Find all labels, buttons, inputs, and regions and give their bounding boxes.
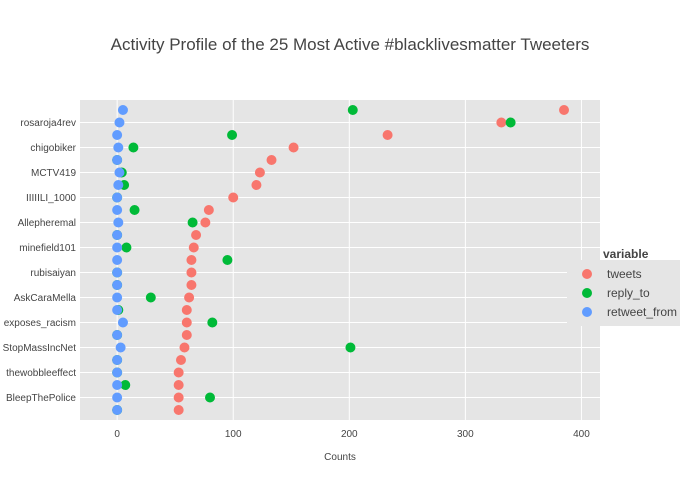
- data-point: [112, 155, 123, 165]
- data-point: [191, 230, 202, 240]
- x-tick-label: 400: [573, 429, 590, 440]
- chart-title: Activity Profile of the 25 Most Active #…: [111, 35, 590, 54]
- data-point: [117, 105, 128, 115]
- data-point: [114, 167, 125, 178]
- y-tick-label: StopMassIncNet: [3, 343, 77, 354]
- data-point: [186, 267, 197, 278]
- legend-label: retweet_from: [607, 305, 677, 319]
- data-point: [173, 405, 184, 415]
- data-point: [179, 342, 190, 353]
- x-axis-title: Counts: [324, 452, 356, 463]
- data-point: [115, 342, 126, 353]
- y-tick-label: minefield101: [19, 243, 76, 254]
- data-point: [181, 305, 192, 315]
- data-point: [288, 142, 299, 153]
- data-point: [112, 230, 123, 240]
- data-point: [173, 392, 184, 403]
- data-point: [188, 242, 199, 253]
- y-tick-label: BleepThePolice: [6, 393, 76, 404]
- gridlines: [80, 100, 600, 420]
- legend-title: variable: [603, 247, 649, 261]
- data-point: [112, 292, 123, 303]
- data-point: [505, 117, 516, 128]
- data-point: [251, 180, 262, 190]
- data-point: [112, 330, 123, 340]
- y-tick-label: Allepheremal: [18, 218, 76, 229]
- data-point: [112, 192, 123, 203]
- data-point: [254, 167, 265, 178]
- data-point: [347, 105, 358, 115]
- data-point: [186, 280, 197, 290]
- data-point: [145, 292, 156, 303]
- y-tick-label: rubisaiyan: [30, 268, 76, 279]
- data-point: [112, 392, 123, 403]
- y-tick-label: AskCaraMella: [14, 293, 77, 304]
- data-point: [114, 117, 125, 128]
- data-point: [112, 367, 123, 378]
- data-point: [205, 392, 215, 403]
- series-retweet-from: [112, 105, 128, 415]
- data-point: [112, 355, 123, 365]
- series-tweets: [173, 105, 570, 415]
- y-tick-label: exposes_racism: [4, 318, 76, 329]
- data-points: [112, 105, 570, 415]
- data-point: [112, 280, 123, 290]
- data-point: [112, 405, 123, 415]
- data-point: [112, 255, 123, 265]
- legend-marker: [582, 269, 592, 279]
- plot-background: [80, 100, 600, 420]
- data-point: [121, 242, 132, 253]
- data-point: [113, 142, 124, 153]
- y-tick-label: IIIIILI_1000: [26, 193, 76, 204]
- legend-marker: [582, 288, 592, 298]
- x-tick-label: 300: [457, 429, 474, 440]
- data-point: [203, 205, 214, 215]
- x-tick-label: 100: [225, 429, 242, 440]
- data-point: [113, 217, 124, 228]
- data-point: [382, 130, 393, 140]
- x-axis-ticks: 0 100 200 300 400: [114, 429, 590, 440]
- y-tick-label: thewobbleeffect: [6, 368, 76, 379]
- data-point: [200, 217, 211, 228]
- data-point: [266, 155, 277, 165]
- x-tick-label: 200: [341, 429, 358, 440]
- data-point: [496, 117, 507, 128]
- y-tick-label: MCTV419: [31, 168, 76, 179]
- data-point: [128, 142, 139, 153]
- y-tick-label: rosaroja4rev: [20, 118, 76, 129]
- data-point: [227, 130, 238, 140]
- data-point: [113, 180, 124, 190]
- y-axis-ticks: rosaroja4rev chigobiker MCTV419 IIIIILI_100…: [3, 118, 77, 404]
- data-point: [120, 380, 131, 390]
- data-point: [175, 355, 186, 365]
- data-point: [112, 242, 123, 253]
- legend-label: tweets: [607, 267, 642, 281]
- data-point: [184, 292, 195, 303]
- x-tick-label: 0: [114, 429, 120, 440]
- data-point: [112, 380, 123, 390]
- data-point: [112, 130, 123, 140]
- data-point: [207, 317, 218, 328]
- data-point: [186, 255, 197, 265]
- legend-marker: [582, 307, 592, 317]
- data-point: [112, 267, 123, 278]
- data-point: [228, 192, 239, 203]
- data-point: [345, 342, 356, 353]
- data-point: [112, 305, 123, 315]
- data-point: [181, 317, 192, 328]
- data-point: [173, 380, 184, 390]
- legend-label: reply_to: [607, 286, 650, 300]
- data-point: [222, 255, 233, 265]
- data-point: [187, 217, 198, 228]
- data-point: [173, 367, 184, 378]
- data-point: [559, 105, 570, 115]
- data-point: [117, 317, 128, 328]
- legend: variable tweets reply_to retweet_from: [567, 247, 680, 326]
- data-point: [112, 205, 123, 215]
- data-point: [181, 330, 192, 340]
- y-tick-label: chigobiker: [30, 143, 76, 154]
- data-point: [129, 205, 140, 215]
